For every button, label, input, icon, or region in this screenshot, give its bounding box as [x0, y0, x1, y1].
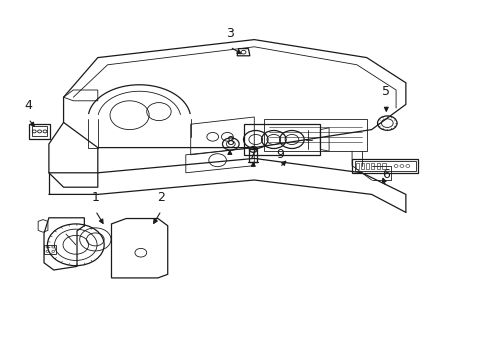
- Text: 1: 1: [91, 191, 99, 204]
- Text: 3: 3: [225, 27, 233, 40]
- Text: 9: 9: [275, 148, 283, 161]
- Text: 2: 2: [157, 191, 165, 204]
- Text: 4: 4: [24, 99, 32, 112]
- Text: 7: 7: [249, 148, 257, 161]
- Text: 6: 6: [382, 168, 389, 181]
- Text: 5: 5: [382, 85, 389, 98]
- Text: 8: 8: [225, 135, 233, 148]
